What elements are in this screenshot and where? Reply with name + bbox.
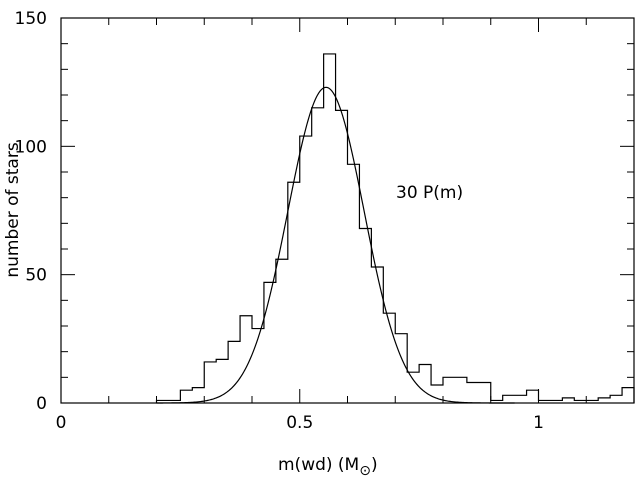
histogram-bin [276,259,288,403]
histogram-bin [527,390,539,403]
tick-labels: 0 0.5 1 0 50 100 150 [15,9,544,433]
histogram-bin [348,164,360,403]
histogram-bin [204,362,216,403]
x-tick-label: 0.5 [286,413,313,433]
fit-curve-group [156,86,515,404]
histogram-bin [264,282,276,403]
histogram-bin [622,388,634,403]
histogram-bin [216,359,228,403]
y-tick-label: 150 [15,9,47,29]
axis-ticks [60,17,635,404]
histogram-bin [192,388,204,403]
histogram-bin [419,365,431,404]
histogram-bin [395,334,407,403]
histogram-bin [336,110,348,403]
y-tick-label: 0 [36,394,47,414]
histogram-bin [228,341,240,403]
histogram-bin [300,136,312,403]
histogram-bin [407,372,419,403]
histogram-bin [562,398,574,403]
histogram-bin [455,377,467,403]
histogram-bin [467,382,479,403]
histogram-bin [383,313,395,403]
y-tick-label: 50 [25,266,47,286]
histogram-bin [371,267,383,403]
histogram-bin [503,395,515,403]
y-tick-label: 100 [15,137,47,157]
x-tick-label: 0 [56,413,67,433]
histogram-bin [598,398,610,403]
histogram-bars [155,53,635,404]
y-axis-label: number of stars [3,142,23,277]
fit-curve [156,86,515,404]
histogram-outline [155,53,635,403]
histogram-bin [180,390,192,403]
x-tick-label: 1 [533,413,544,433]
histogram-bin [359,228,371,403]
histogram-bin [324,54,336,403]
x-axis-label: m(wd) (M⊙) [278,455,378,477]
curve-annotation: 30 P(m) [396,183,463,203]
histogram-bin [479,382,491,403]
histogram-bin [515,395,527,403]
histogram-bin [288,182,300,403]
x-axis-label-main: m(wd) (M [278,455,359,475]
histogram-bin [610,395,622,403]
x-axis-label-close: ) [371,455,378,475]
histogram-bin [431,385,443,403]
histogram-bin [312,108,324,403]
histogram-bin [443,377,455,403]
x-axis-label-subscript: ⊙ [359,463,371,477]
